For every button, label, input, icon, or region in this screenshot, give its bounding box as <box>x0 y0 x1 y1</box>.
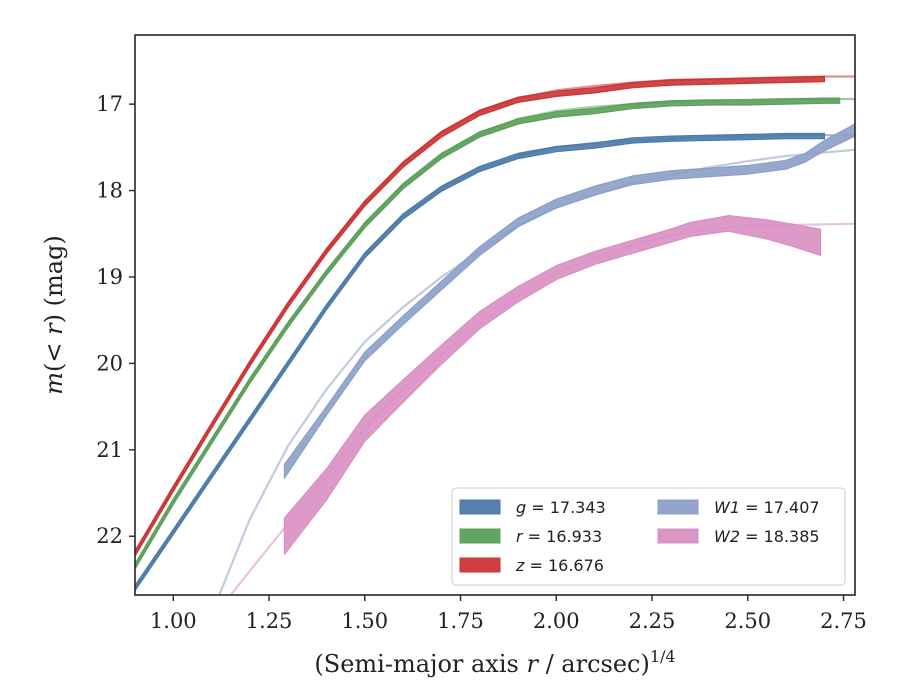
legend-label-z-16-676: z = 16.676 <box>515 556 604 575</box>
x-tick-label: 2.50 <box>724 609 771 633</box>
x-tick-label: 2.75 <box>820 609 867 633</box>
legend-swatch-z-16-676 <box>459 557 501 573</box>
y-tick-label: 19 <box>96 265 123 289</box>
data-band-g-17-343 <box>135 132 826 592</box>
y-tick-label: 17 <box>96 92 123 116</box>
data-band-r-16-933 <box>135 97 841 570</box>
data-band-w2-18-385 <box>283 215 822 556</box>
legend-label-w1-17-407: W1 = 17.407 <box>714 498 820 517</box>
data-band-z-16-676 <box>135 75 826 557</box>
legend-swatch-w2-18-385 <box>657 528 699 544</box>
legend-swatch-w1-17-407 <box>657 499 699 515</box>
x-tick-label: 1.50 <box>341 609 388 633</box>
legend-label-r-16-933: r = 16.933 <box>516 527 602 546</box>
y-tick-label: 20 <box>96 351 123 375</box>
legend: g = 17.343 r = 16.933 z = 16.676 W1 = 17.40… <box>451 487 846 586</box>
axes: 1.00 1.25 1.50 1.75 2.00 2.25 2.50 2.75 17 18 19 20… <box>40 34 867 678</box>
x-tick-label: 1.25 <box>246 609 293 633</box>
plot-frame <box>134 34 856 596</box>
legend-label-g-17-343: g = 17.343 <box>516 498 606 517</box>
y-axis-title: m(< r) (mag) <box>40 235 68 395</box>
x-tick-label: 1.00 <box>150 609 197 633</box>
y-tick-label: 18 <box>96 179 123 203</box>
data-band-w1-17-407 <box>283 123 855 479</box>
data-bands <box>135 75 855 592</box>
x-tick-label: 2.00 <box>533 609 580 633</box>
x-tick-label: 2.25 <box>629 609 676 633</box>
x-tick-label: 1.75 <box>437 609 484 633</box>
x-axis-title: (Semi-major axis r / arcsec)1/4 <box>314 647 675 678</box>
y-tick-label: 21 <box>96 438 123 462</box>
legend-label-w2-18-385: W2 = 18.385 <box>714 527 820 546</box>
legend-swatch-r-16-933 <box>459 528 501 544</box>
legend-swatch-g-17-343 <box>459 499 501 515</box>
legend-box <box>451 487 846 586</box>
y-tick-label: 22 <box>96 524 123 548</box>
